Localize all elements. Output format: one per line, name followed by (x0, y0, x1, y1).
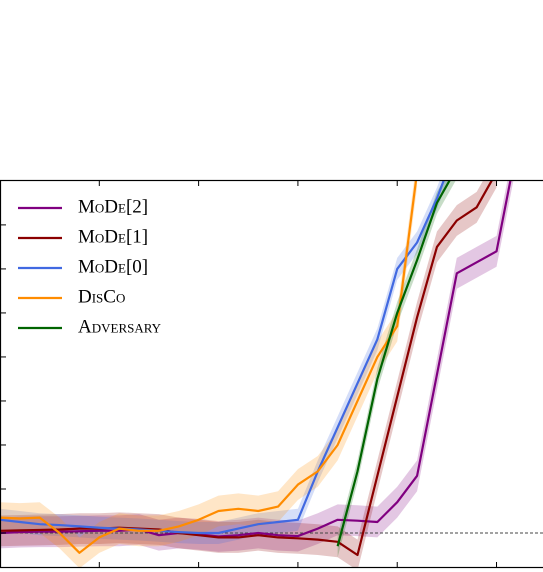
plot-area (0, 180, 543, 568)
axes-frame (0, 179, 543, 569)
legend-label: DisCo (78, 286, 125, 307)
series-line (0, 180, 446, 535)
legend-label: MoDe[2] (78, 196, 148, 217)
error-band (0, 180, 418, 568)
legend-label: Adversary (78, 316, 162, 337)
series-line (0, 180, 512, 538)
legend-label: MoDe[0] (78, 256, 148, 277)
legend-label: MoDe[1] (78, 226, 148, 247)
axes: MoDe[2] MoDe[1] MoDe[0] DisCo Adversary (0, 179, 543, 569)
series-line (0, 180, 418, 554)
series-line (336, 180, 452, 547)
series-line (0, 180, 494, 557)
